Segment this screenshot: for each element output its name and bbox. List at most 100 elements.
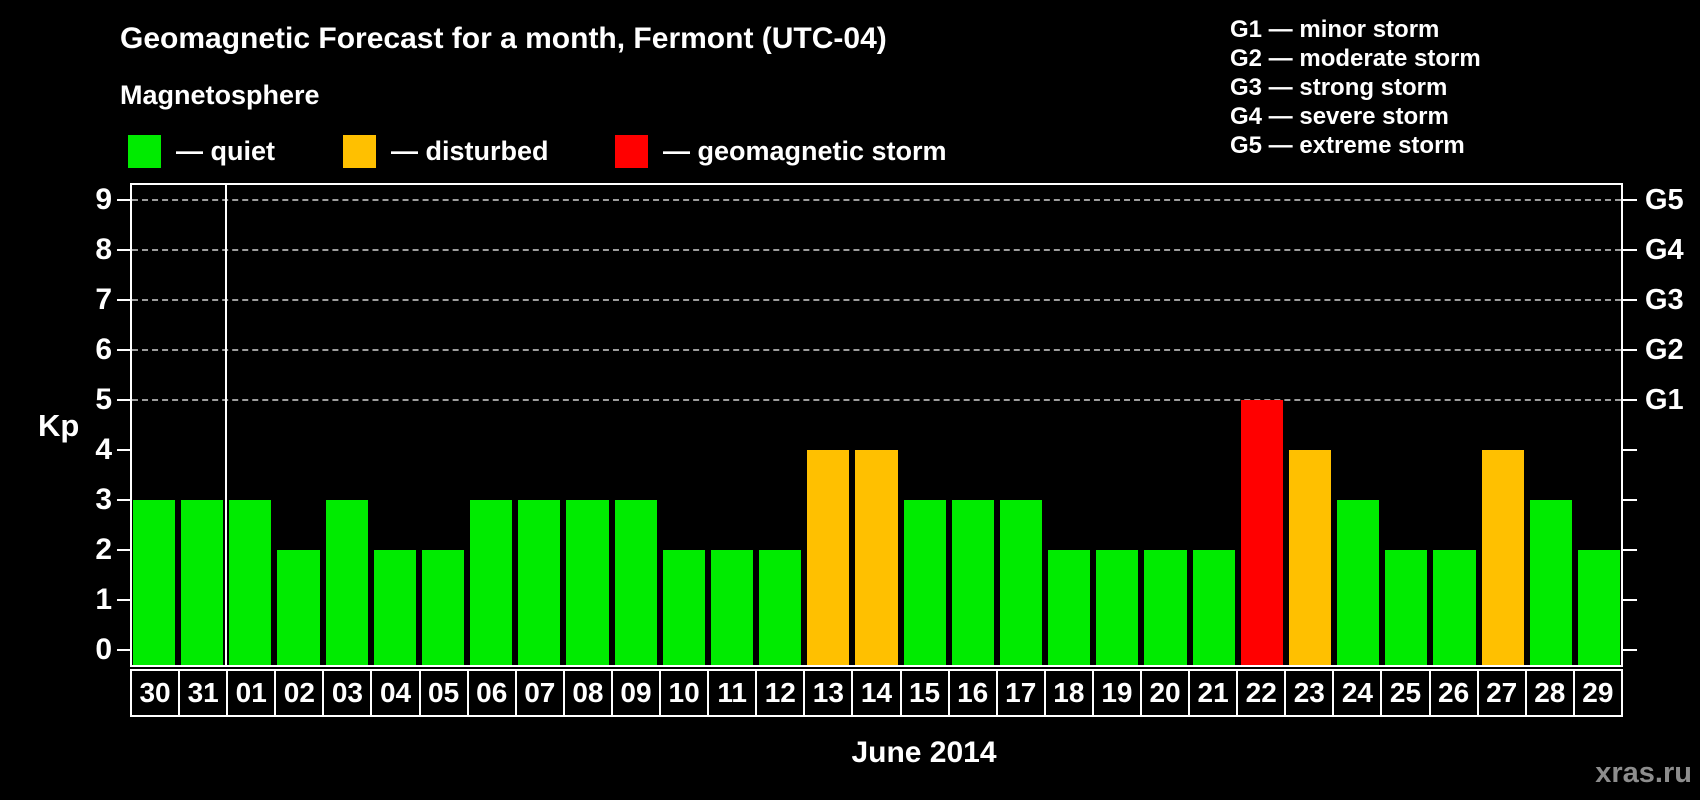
kp-bar-day-07 (518, 499, 561, 665)
y-tick-right-2 (1623, 548, 1637, 551)
disturbed-color-swatch-icon (343, 134, 376, 168)
day-label-11: 11 (707, 669, 758, 717)
storm-scale-legend: G1 — minor storm G2 — moderate storm G3 … (1230, 15, 1481, 160)
y-tick-label-4: 4 (95, 432, 112, 466)
legend-label-quiet: — quiet (176, 135, 275, 166)
g-scale-label-g2: G2 (1645, 334, 1684, 367)
kp-bar-day-18 (1048, 549, 1091, 665)
y-tick-right-8 (1623, 249, 1637, 252)
storm-scale-g2: G2 — moderate storm (1230, 45, 1481, 72)
kp-bar-day-01 (229, 499, 272, 665)
y-tick-right-3 (1623, 498, 1637, 501)
y-tick-right-5 (1623, 399, 1637, 402)
y-tick-right-7 (1623, 299, 1637, 302)
kp-bar-day-25 (1385, 549, 1428, 665)
day-label-03: 03 (322, 669, 373, 717)
day-label-06: 06 (466, 669, 517, 717)
x-axis-title: June 2014 (851, 736, 997, 769)
y-tick-right-6 (1623, 349, 1637, 352)
day-label-01: 01 (226, 669, 277, 717)
day-label-08: 08 (562, 669, 613, 717)
watermark: xras.ru (1595, 757, 1692, 789)
kp-bar-day-15 (903, 499, 946, 665)
kp-bar-day-04 (373, 549, 416, 665)
day-label-19: 19 (1091, 669, 1142, 717)
day-label-05: 05 (418, 669, 469, 717)
y-tick-left-2 (117, 548, 130, 551)
legend-item-storm: — geomagnetic storm (615, 133, 947, 169)
kp-bar-day-12 (759, 549, 802, 665)
y-tick-label-6: 6 (95, 333, 112, 367)
day-label-07: 07 (514, 669, 565, 717)
y-tick-left-3 (117, 498, 130, 501)
day-label-27: 27 (1476, 669, 1527, 717)
day-axis-row: 30 31 01 02 03 04 05 06 07 08 09 10 11 12 13 14 15 16 17 18… (130, 669, 1623, 717)
y-tick-right-1 (1623, 598, 1637, 601)
y-tick-left-5 (117, 399, 130, 402)
y-tick-label-9: 9 (95, 183, 112, 217)
day-label-28: 28 (1524, 669, 1575, 717)
day-label-09: 09 (610, 669, 662, 717)
day-label-31: 31 (178, 669, 229, 717)
day-label-25: 25 (1380, 669, 1431, 717)
kp-bar-day-08 (566, 499, 609, 665)
day-label-10: 10 (659, 669, 710, 717)
kp-bar-day-26 (1433, 549, 1476, 665)
y-tick-left-6 (117, 349, 130, 352)
storm-scale-g1: G1 — minor storm (1230, 16, 1440, 43)
storm-scale-g4: G4 — severe storm (1230, 103, 1449, 130)
kp-bar-day-05 (421, 549, 465, 665)
y-tick-left-8 (117, 249, 130, 252)
kp-bar-day-20 (1144, 549, 1187, 665)
y-tick-left-0 (117, 648, 130, 651)
kp-bar-day-24 (1337, 499, 1380, 665)
g-scale-label-g5: G5 (1645, 184, 1684, 217)
day-label-16: 16 (947, 669, 998, 717)
chart-subtitle: Magnetosphere (120, 80, 320, 110)
y-tick-label-7: 7 (95, 283, 112, 317)
gridline-kp-6 (132, 349, 1621, 352)
y-tick-right-4 (1623, 448, 1637, 451)
kp-bar-day-11 (710, 549, 754, 665)
gridline-kp-8 (132, 249, 1621, 252)
kp-bar-day-27 (1481, 449, 1524, 665)
legend-item-quiet: — quiet (128, 133, 275, 169)
y-tick-label-3: 3 (95, 482, 112, 516)
kp-bar-day-30 (133, 499, 176, 665)
day-label-13: 13 (803, 669, 854, 717)
legend-label-storm: — geomagnetic storm (663, 135, 947, 166)
day-label-30: 30 (130, 669, 181, 717)
quiet-color-swatch-icon (128, 134, 161, 168)
y-tick-left-7 (117, 299, 130, 302)
kp-bar-day-21 (1192, 549, 1235, 665)
day-label-04: 04 (370, 669, 421, 717)
kp-bar-day-03 (325, 499, 368, 665)
y-tick-left-1 (117, 598, 130, 601)
g-scale-label-g4: G4 (1645, 234, 1684, 267)
day-label-02: 02 (274, 669, 325, 717)
y-tick-label-0: 0 (95, 632, 112, 666)
day-label-23: 23 (1284, 669, 1335, 717)
month-separator (225, 185, 228, 665)
y-tick-label-2: 2 (95, 532, 112, 566)
storm-scale-g3: G3 — strong storm (1230, 74, 1448, 101)
day-label-24: 24 (1332, 669, 1383, 717)
y-tick-right-0 (1623, 648, 1637, 651)
g-scale-label-g3: G3 (1645, 284, 1684, 317)
day-label-26: 26 (1428, 669, 1479, 717)
y-tick-label-1: 1 (95, 582, 112, 616)
kp-bar-day-19 (1096, 549, 1139, 665)
gridline-kp-9 (132, 199, 1621, 202)
kp-bar-day-13 (807, 449, 850, 665)
day-label-12: 12 (755, 669, 806, 717)
kp-bar-day-10 (662, 549, 705, 665)
storm-color-swatch-icon (615, 134, 648, 168)
y-tick-label-5: 5 (95, 383, 112, 417)
kp-bar-day-28 (1529, 499, 1572, 665)
chart-title: Geomagnetic Forecast for a month, Fermon… (120, 22, 887, 55)
kp-bar-day-17 (999, 499, 1043, 665)
gridline-kp-5 (132, 399, 1621, 402)
day-label-15: 15 (899, 669, 950, 717)
y-tick-left-4 (117, 448, 130, 451)
